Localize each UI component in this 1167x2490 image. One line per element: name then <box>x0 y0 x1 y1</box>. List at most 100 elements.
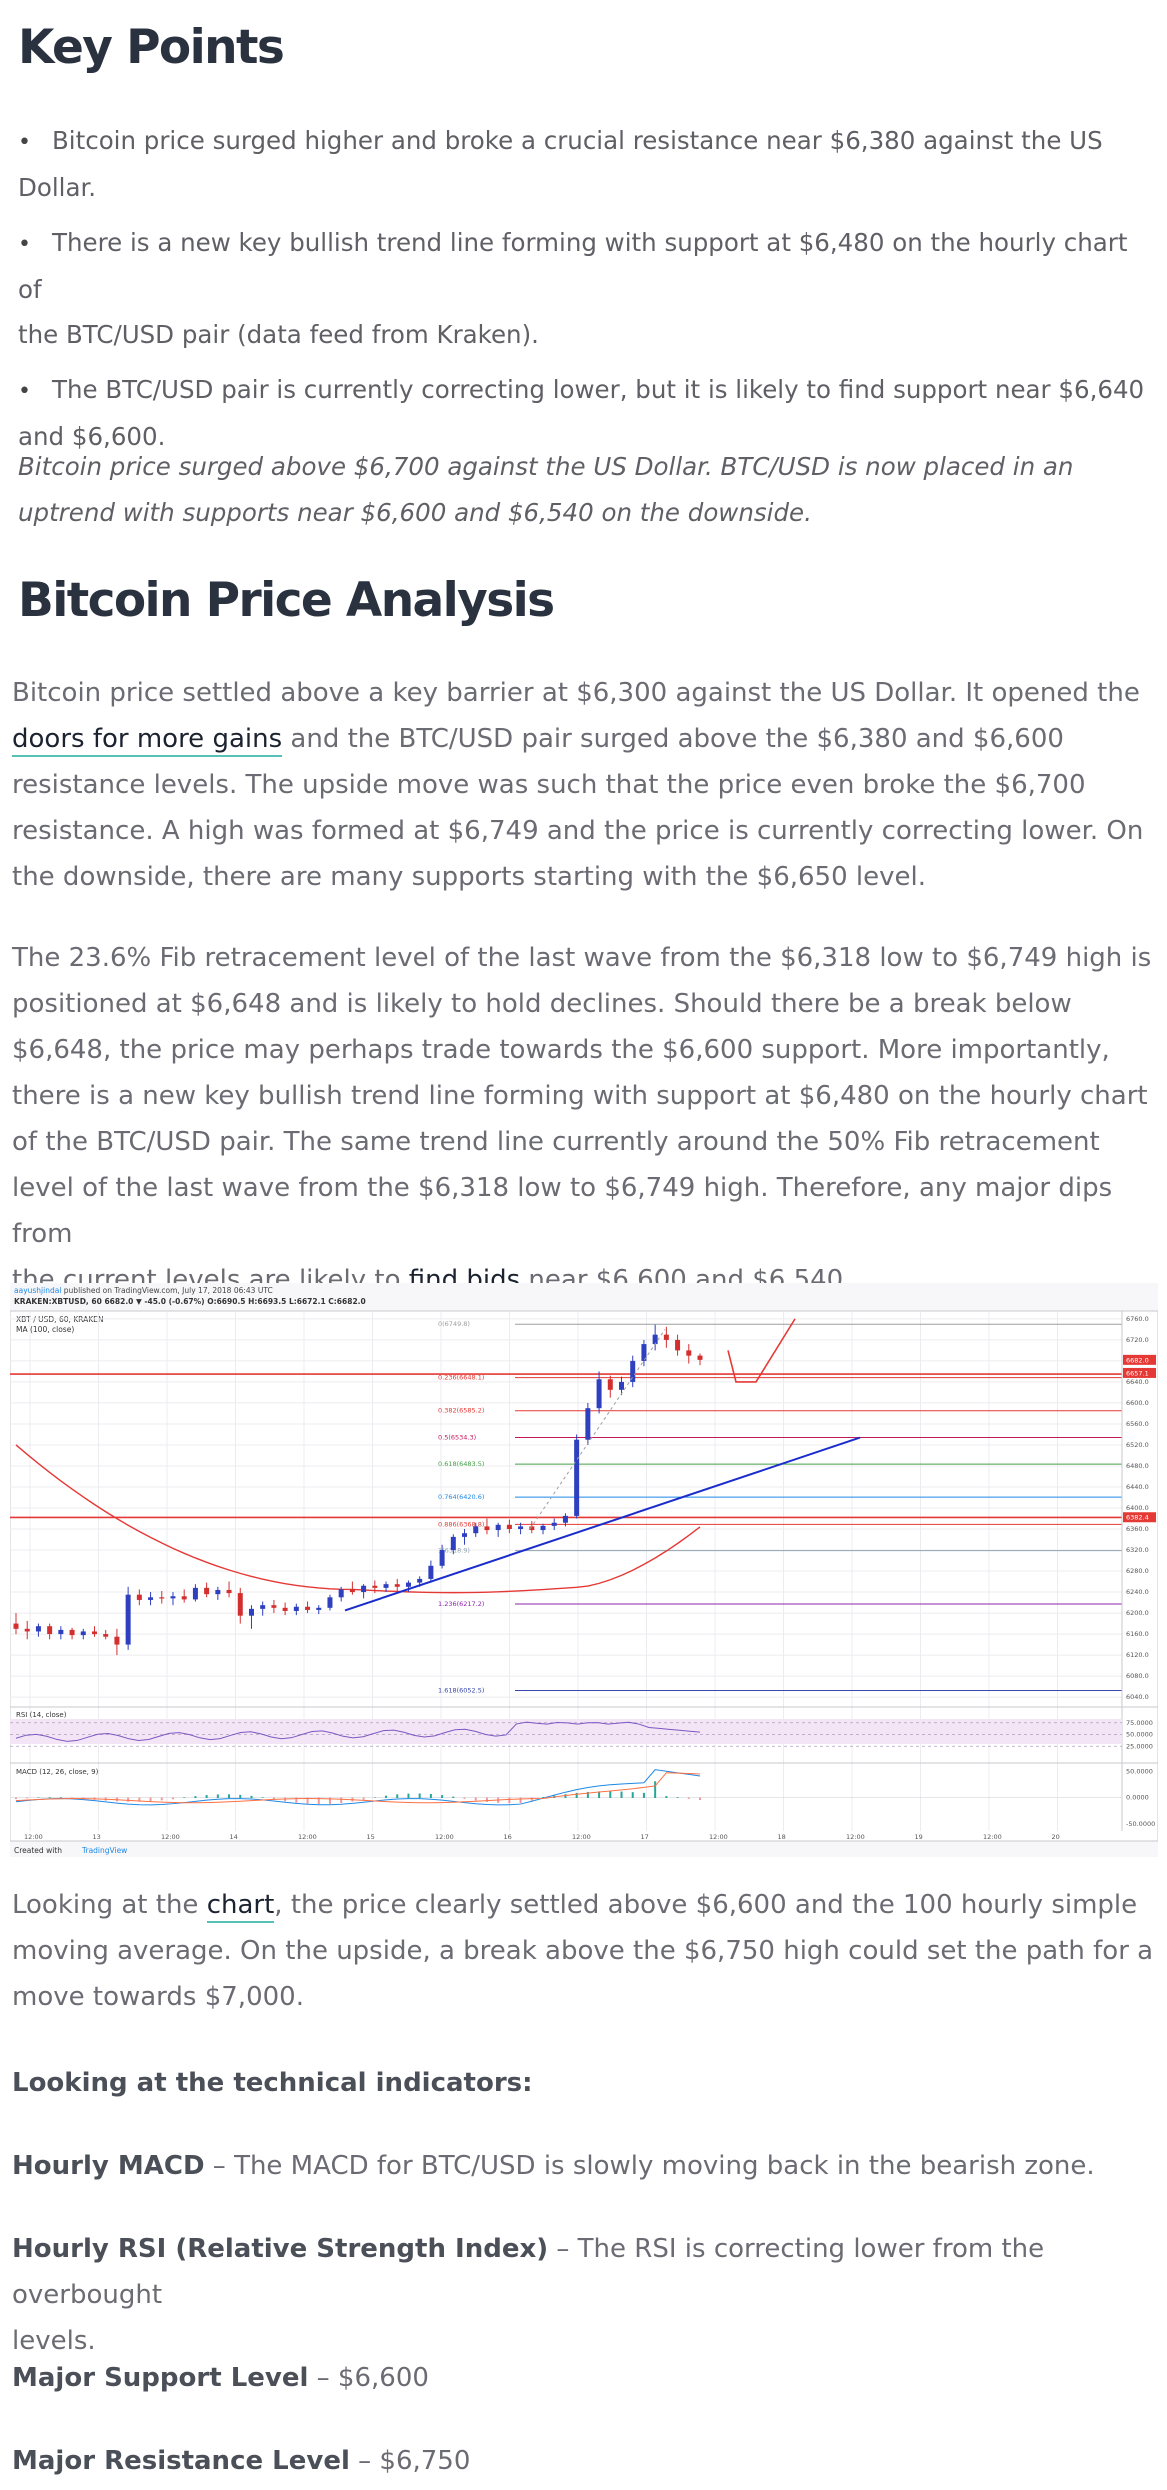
key-point-text-cont: and $6,600. <box>18 422 166 451</box>
y-tick-label: 6600.0 <box>1126 1399 1149 1407</box>
x-tick-label: 12:00 <box>709 1833 728 1841</box>
macd-hist-bar <box>205 1795 208 1798</box>
candle-body <box>562 1515 568 1523</box>
y-tick-label: 6560.0 <box>1126 1420 1149 1428</box>
fib-levels: 0(6749.8) 0.236(6648.1) 0.382(6585.2) 0.5(6… <box>10 1320 1122 1695</box>
candle-body <box>663 1334 669 1340</box>
bullet-icon: • <box>18 379 31 404</box>
price-tag <box>1123 1512 1156 1523</box>
price-tag <box>1123 1354 1156 1365</box>
candle-body <box>361 1585 367 1593</box>
fib-label: 0.5(6534.3) <box>438 1433 476 1441</box>
macd-hist-bar <box>429 1793 432 1798</box>
candle-body <box>136 1594 142 1600</box>
candle-body <box>349 1589 355 1593</box>
macd-tick: -50.0000 <box>1126 1820 1155 1828</box>
doors-for-more-gains-link[interactable]: doors for more gains <box>12 724 283 757</box>
chart-ma-label: MA (100, close) <box>16 1325 74 1334</box>
y-tick-label: 6400.0 <box>1126 1504 1149 1512</box>
y-tick-label: 6200.0 <box>1126 1609 1149 1617</box>
key-points-heading: Key Points <box>18 20 285 75</box>
candle-body <box>551 1522 557 1526</box>
macd-hist-bar <box>631 1792 634 1798</box>
macd-pane: MACD (12, 26, close, 9) 50.0000 0.0000 -50.… <box>10 1762 1158 1828</box>
macd-hist-bar <box>699 1797 701 1800</box>
candle-body <box>215 1589 221 1595</box>
candle-body <box>484 1526 490 1531</box>
macd-hist-bar <box>542 1797 545 1798</box>
macd-hist-bar <box>362 1797 365 1800</box>
candle-body <box>148 1597 154 1600</box>
fib-label: 0(6749.8) <box>438 1320 470 1328</box>
candle-body <box>518 1526 524 1530</box>
macd-hist-bar <box>328 1797 331 1804</box>
x-tick-label: 12:00 <box>983 1833 1002 1841</box>
macd-hist-bar <box>396 1794 399 1798</box>
price-tag-label: 6682.0 <box>1126 1356 1149 1364</box>
candle-body <box>641 1344 647 1361</box>
chart-frame <box>9 1310 1159 1842</box>
price-axis: 6760.06720.06680.06640.06600.06560.06520… <box>1121 1311 1156 1831</box>
price-chart[interactable]: aayushjindal published on TradingView.co… <box>9 1283 1159 1857</box>
fib-label: 0.764(6420.6) <box>438 1493 484 1501</box>
fib-label: 0.236(6648.1) <box>438 1374 484 1382</box>
y-tick-label: 6160.0 <box>1126 1630 1149 1638</box>
chart-published: published on TradingView.com, July 17, 2… <box>61 1286 272 1295</box>
y-tick-label: 6720.0 <box>1126 1336 1149 1344</box>
candle-body <box>585 1408 591 1440</box>
x-tick-label: 12:00 <box>572 1833 591 1841</box>
intro-summary: Bitcoin price surged above $6,700 agains… <box>18 452 1074 527</box>
macd-hist-bar <box>183 1797 186 1798</box>
candle-body <box>80 1631 86 1636</box>
y-tick-label: 6480.0 <box>1126 1462 1149 1470</box>
macd-hist-bar <box>37 1797 40 1798</box>
macd-hist-bar <box>676 1797 679 1798</box>
candle-body <box>540 1525 546 1531</box>
candle-body <box>383 1584 389 1588</box>
candle-body <box>103 1634 109 1637</box>
svg-text:aayushjindal published on Trad: aayushjindal published on TradingView.co… <box>14 1286 273 1295</box>
macd-hist-bar <box>485 1797 488 1802</box>
chart-grid <box>10 1311 1122 1831</box>
x-tick-label: 16 <box>504 1833 512 1841</box>
x-tick-label: 17 <box>641 1833 649 1841</box>
key-points-list: • Bitcoin price surged higher and broke a… <box>0 118 1150 469</box>
candle-body <box>439 1550 445 1566</box>
candle-body <box>305 1606 311 1610</box>
x-tick-label: 12:00 <box>298 1833 317 1841</box>
candle-body <box>506 1524 512 1530</box>
candle-body <box>13 1623 19 1629</box>
macd-hist-bar <box>519 1797 522 1804</box>
candle-body <box>686 1350 692 1356</box>
y-tick-label: 6240.0 <box>1126 1588 1149 1596</box>
chart-header-quote: KRAKEN:XBTUSD, 60 6682.0 ▼ -45.0 (-0.67%… <box>14 1297 366 1306</box>
bullet-icon: • <box>18 130 31 155</box>
candle-body <box>293 1606 299 1611</box>
candle-body <box>675 1339 681 1351</box>
x-tick-label: 15 <box>367 1833 375 1841</box>
candle-body <box>58 1629 64 1635</box>
fib-label: 1.236(6217.2) <box>438 1600 484 1608</box>
rsi-pane: RSI (14, close) 75.0000 50.0000 25.0000 <box>10 1706 1158 1750</box>
chart-link[interactable]: chart <box>206 1890 275 1923</box>
analysis-paragraph-2: The 23.6% Fib retracement level of the l… <box>12 935 1162 1303</box>
macd-hist-bar <box>127 1797 130 1802</box>
fib-label: 0.886(6368.8) <box>438 1520 484 1528</box>
candle-body <box>47 1626 53 1635</box>
candle-body <box>417 1578 423 1583</box>
chart-author[interactable]: aayushjindal <box>14 1286 61 1295</box>
candle-body <box>473 1526 479 1534</box>
macd-hist-bar <box>15 1797 17 1800</box>
tradingview-logo-text[interactable]: TradingView <box>81 1846 127 1855</box>
x-tick-label: 12:00 <box>24 1833 43 1841</box>
candle-body <box>170 1596 176 1599</box>
macd-hist-bar <box>642 1792 645 1798</box>
y-tick-label: 6320.0 <box>1126 1546 1149 1554</box>
y-tick-label: 6760.0 <box>1126 1315 1149 1323</box>
macd-hist-bar <box>654 1781 657 1798</box>
major-resistance-line: Major Resistance Level – $6,750 <box>12 2446 471 2476</box>
macd-hist-bar <box>385 1795 388 1798</box>
trend-drawings <box>344 1318 861 1612</box>
analysis-paragraph-3: Looking at the chart, the price clearly … <box>12 1890 1154 2012</box>
candle-body <box>204 1587 210 1595</box>
